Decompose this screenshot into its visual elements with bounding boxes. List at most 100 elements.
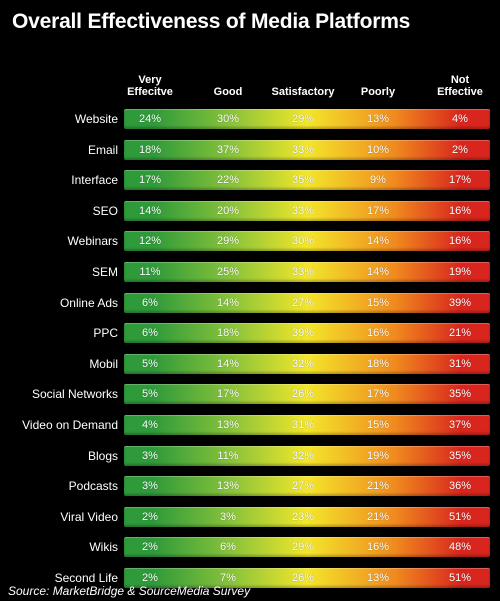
value-cell: 14% bbox=[216, 297, 240, 309]
value-cell: 32% bbox=[291, 450, 315, 462]
value-cell: 35% bbox=[448, 450, 472, 462]
value-cell: 14% bbox=[138, 205, 162, 217]
value-cell: 2% bbox=[142, 541, 158, 553]
row-bar bbox=[124, 446, 490, 466]
row-bar bbox=[124, 568, 490, 588]
value-cell: 13% bbox=[216, 480, 240, 492]
row-bar bbox=[124, 293, 490, 313]
value-cell: 19% bbox=[448, 266, 472, 278]
value-cell: 37% bbox=[216, 144, 240, 156]
value-cell: 3% bbox=[142, 450, 158, 462]
value-cell: 33% bbox=[291, 144, 315, 156]
value-cell: 5% bbox=[142, 388, 158, 400]
value-cell: 36% bbox=[448, 480, 472, 492]
value-cell: 6% bbox=[142, 297, 158, 309]
row-label: PPC bbox=[93, 326, 118, 340]
value-cell: 12% bbox=[138, 235, 162, 247]
value-cell: 27% bbox=[291, 480, 315, 492]
value-cell: 21% bbox=[366, 511, 390, 523]
value-cell: 17% bbox=[366, 205, 390, 217]
value-cell: 31% bbox=[448, 358, 472, 370]
column-header-3: Poorly bbox=[338, 86, 418, 98]
value-cell: 14% bbox=[366, 266, 390, 278]
row-bar bbox=[124, 354, 490, 374]
row-label: Email bbox=[87, 143, 118, 157]
value-cell: 15% bbox=[366, 297, 390, 309]
value-cell: 26% bbox=[291, 388, 315, 400]
row-bar bbox=[124, 201, 490, 221]
row-bar bbox=[124, 384, 490, 404]
value-cell: 19% bbox=[366, 450, 390, 462]
value-cell: 18% bbox=[138, 144, 162, 156]
value-cell: 17% bbox=[216, 388, 240, 400]
value-cell: 39% bbox=[448, 297, 472, 309]
row-bar bbox=[124, 476, 490, 496]
column-header-1: Good bbox=[188, 86, 268, 98]
row-bar bbox=[124, 323, 490, 343]
value-cell: 11% bbox=[139, 266, 161, 278]
column-header-0: Very Effecitve bbox=[110, 74, 190, 98]
value-cell: 29% bbox=[291, 541, 315, 553]
value-cell: 25% bbox=[216, 266, 240, 278]
column-header-line: Satisfactory bbox=[271, 86, 335, 98]
row-bar bbox=[124, 415, 490, 435]
value-cell: 21% bbox=[448, 327, 472, 339]
column-header-line: Effecitve bbox=[127, 86, 173, 98]
column-header-line: Poorly bbox=[360, 86, 396, 98]
row-bar bbox=[124, 507, 490, 527]
value-cell: 27% bbox=[291, 297, 315, 309]
column-header-line: Good bbox=[213, 86, 243, 98]
row-label: Website bbox=[74, 112, 118, 126]
value-cell: 23% bbox=[291, 511, 315, 523]
value-cell: 29% bbox=[291, 113, 315, 125]
row-bar bbox=[124, 170, 490, 190]
value-cell: 39% bbox=[291, 327, 315, 339]
row-label: Viral Video bbox=[60, 510, 118, 524]
value-cell: 21% bbox=[366, 480, 390, 492]
value-cell: 5% bbox=[142, 358, 158, 370]
value-cell: 13% bbox=[366, 113, 390, 125]
value-cell: 2% bbox=[142, 511, 158, 523]
row-label: Interface bbox=[71, 173, 118, 187]
value-cell: 6% bbox=[142, 327, 158, 339]
row-label: Webinars bbox=[67, 234, 118, 248]
value-cell: 33% bbox=[291, 205, 315, 217]
value-cell: 2% bbox=[142, 572, 158, 584]
value-cell: 13% bbox=[366, 572, 390, 584]
row-label: Mobil bbox=[89, 357, 118, 371]
row-label: Video on Demand bbox=[22, 418, 118, 432]
value-cell: 48% bbox=[448, 541, 472, 553]
value-cell: 17% bbox=[448, 174, 472, 186]
value-cell: 16% bbox=[366, 541, 390, 553]
value-cell: 51% bbox=[448, 511, 472, 523]
row-bar bbox=[124, 537, 490, 557]
value-cell: 37% bbox=[448, 419, 472, 431]
row-bar bbox=[124, 262, 490, 282]
row-label: Online Ads bbox=[59, 296, 118, 310]
row-label: Second Life bbox=[54, 571, 118, 585]
value-cell: 18% bbox=[216, 327, 240, 339]
value-cell: 33% bbox=[291, 266, 315, 278]
value-cell: 26% bbox=[291, 572, 315, 584]
column-header-line: Very bbox=[138, 74, 162, 86]
value-cell: 13% bbox=[216, 419, 240, 431]
value-cell: 3% bbox=[220, 511, 236, 523]
value-cell: 14% bbox=[366, 235, 390, 247]
column-header-line: Effective bbox=[437, 86, 483, 98]
source-note: Source: MarketBridge & SourceMedia Surve… bbox=[8, 584, 251, 598]
value-cell: 14% bbox=[216, 358, 240, 370]
value-cell: 29% bbox=[216, 235, 240, 247]
row-bar bbox=[124, 231, 490, 251]
value-cell: 15% bbox=[366, 419, 390, 431]
column-header-2: Satisfactory bbox=[263, 86, 343, 98]
row-label: Wikis bbox=[89, 540, 118, 554]
row-bar bbox=[124, 140, 490, 160]
value-cell: 9% bbox=[370, 174, 386, 186]
value-cell: 32% bbox=[291, 358, 315, 370]
value-cell: 24% bbox=[138, 113, 162, 125]
value-cell: 35% bbox=[448, 388, 472, 400]
row-label: SEM bbox=[91, 265, 118, 279]
value-cell: 17% bbox=[366, 388, 390, 400]
value-cell: 35% bbox=[291, 174, 315, 186]
value-cell: 16% bbox=[448, 235, 472, 247]
